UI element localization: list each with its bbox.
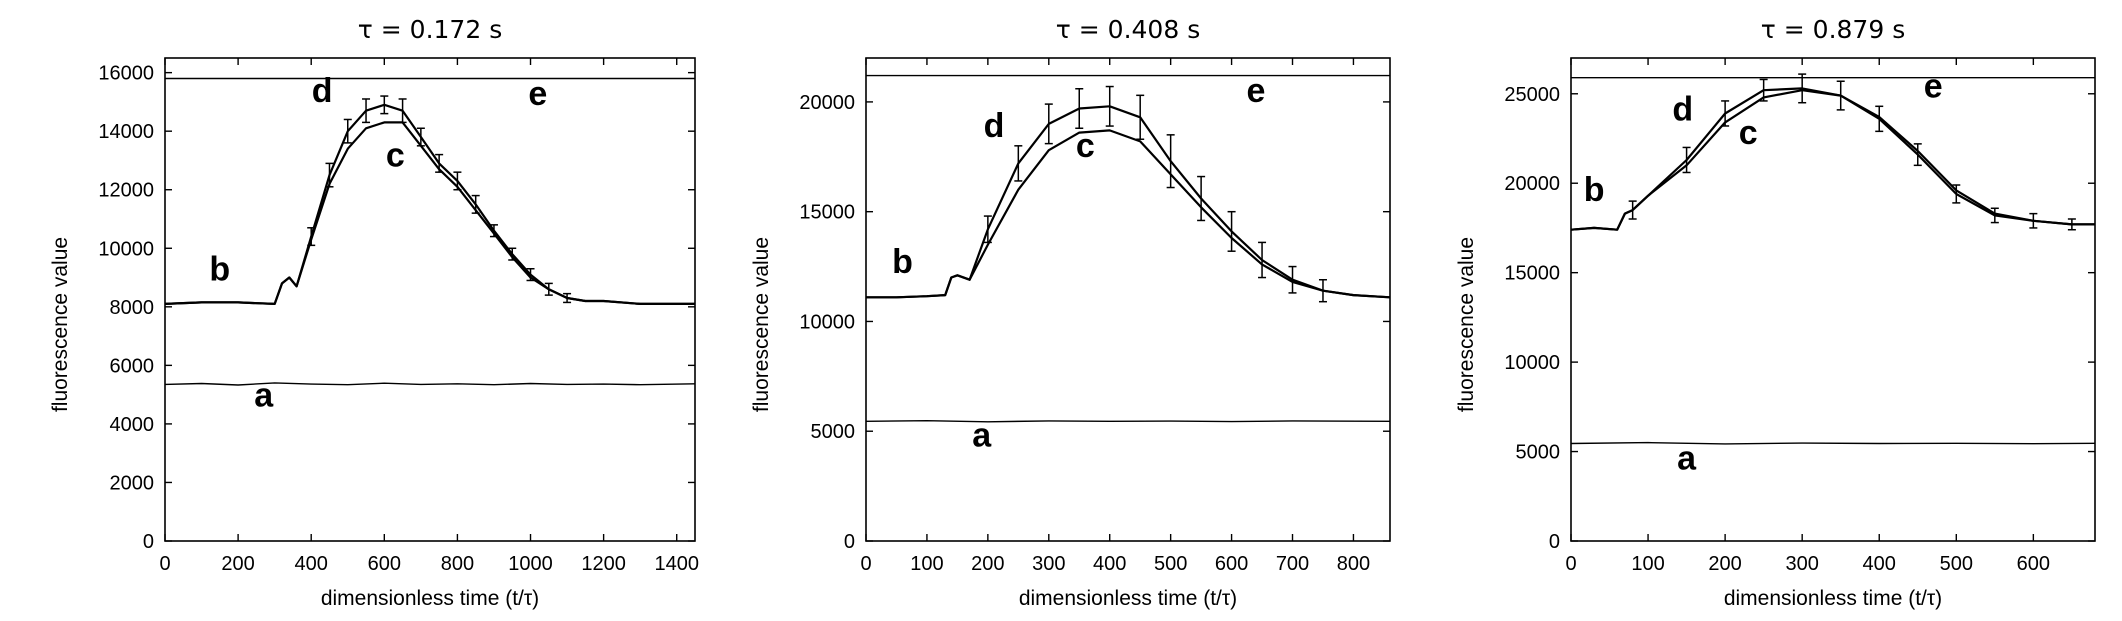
x-tick-label: 400 [295,553,328,575]
y-tick-label: 5000 [811,421,856,443]
plot-frame [1570,57,2096,542]
plot-frame [164,57,696,542]
y-tick-label: 20000 [1504,173,1560,195]
y-tick-label: 8000 [110,297,155,319]
y-tick-label: 0 [1549,531,1560,553]
series-a-line [1570,441,2096,445]
x-axis-label: dimensionless time (t/τ) [1724,587,1942,610]
x-tick-label: 100 [1631,553,1664,575]
x-tick-label: 700 [1276,553,1309,575]
y-tick-label: 5000 [1516,442,1561,464]
x-tick-label: 0 [159,553,170,575]
chart-title: τ = 0.879 s [1761,15,1905,44]
plot-frame [865,57,1391,542]
x-tick-label: 600 [368,553,401,575]
y-tick-label: 16000 [98,63,154,85]
x-tick-label: 600 [1215,553,1248,575]
chart-panel-1: τ = 0.172 s0 200 400 600 800 1000 1200 14000200… [49,15,699,610]
x-axis-label: dimensionless time (t/τ) [321,587,539,610]
series-d-line [164,103,695,305]
y-tick-label: 15000 [799,202,855,224]
x-axis-label: dimensionless time (t/τ) [1019,587,1237,610]
curve-label-c: c [1739,114,1758,152]
chart-panel-2: τ = 0.408 s 0 100 200 300 400 500 600 700 800 0 500… [750,15,1391,610]
x-tick-label: 300 [1032,553,1065,575]
x-tick-label: 400 [1093,553,1126,575]
y-tick-label: 10000 [799,311,855,333]
series-b-line [1570,89,2095,231]
y-tick-label: 2000 [110,472,155,494]
chart-title: τ = 0.172 s [358,15,502,44]
x-tick-label: 0 [860,553,871,575]
curve-label-b: b [1584,171,1605,209]
y-tick-label: 20000 [799,92,855,114]
y-tick-label: 10000 [1504,352,1560,374]
curve-label-d: d [1672,91,1693,129]
x-tick-label: 1000 [508,553,553,575]
curve-label-c: c [1076,127,1095,165]
chart-title: τ = 0.408 s [1056,15,1200,44]
series-b-line [866,129,1391,299]
x-tick-label: 200 [221,553,254,575]
y-axis-label: fluorescence value [49,237,72,412]
x-tick-label: 800 [1337,553,1370,575]
chart-panel-3: τ = 0.879 s 0 100 200 300 400 500 600 0 5000 10000… [1455,15,2096,610]
curve-label-e: e [1924,67,1943,105]
x-tick-label: 500 [1940,553,1973,575]
curve-label-c: c [386,136,405,174]
x-tick-label: 500 [1154,553,1187,575]
x-tick-label: 0 [1565,553,1576,575]
y-tick-label: 12000 [98,180,154,202]
y-tick-label: 6000 [110,355,155,377]
y-tick-label: 10000 [98,238,154,260]
x-tick-label: 1400 [654,553,699,575]
x-tick-label: 800 [441,553,474,575]
series-d-line [866,105,1391,299]
x-tick-label: 300 [1785,553,1818,575]
curve-label-e: e [1246,72,1265,110]
series-a-line [164,382,696,386]
y-tick-label: 0 [844,531,855,553]
y-tick-label: 25000 [1504,84,1560,106]
series-a-line [865,420,1391,423]
x-tick-label: 100 [910,553,943,575]
curve-label-a: a [1677,439,1697,477]
y-tick-label: 14000 [98,121,154,143]
x-tick-label: 200 [971,553,1004,575]
curve-label-d: d [984,107,1005,145]
curve-label-e: e [528,75,547,113]
curve-label-d: d [312,72,333,110]
x-tick-label: 200 [1708,553,1741,575]
curve-label-a: a [972,417,992,455]
y-axis-label: fluorescence value [750,237,773,412]
curve-label-b: b [892,243,913,281]
curve-label-b: b [209,250,230,288]
y-axis-label: fluorescence value [1455,237,1478,412]
y-tick-label: 0 [143,531,154,553]
series-d-line [1570,87,2095,231]
curve-label-a: a [254,376,274,414]
y-tick-label: 15000 [1504,263,1560,285]
y-tick-label: 4000 [110,414,155,436]
x-tick-label: 600 [2017,553,2050,575]
x-tick-label: 1200 [581,553,626,575]
x-tick-label: 400 [1863,553,1896,575]
